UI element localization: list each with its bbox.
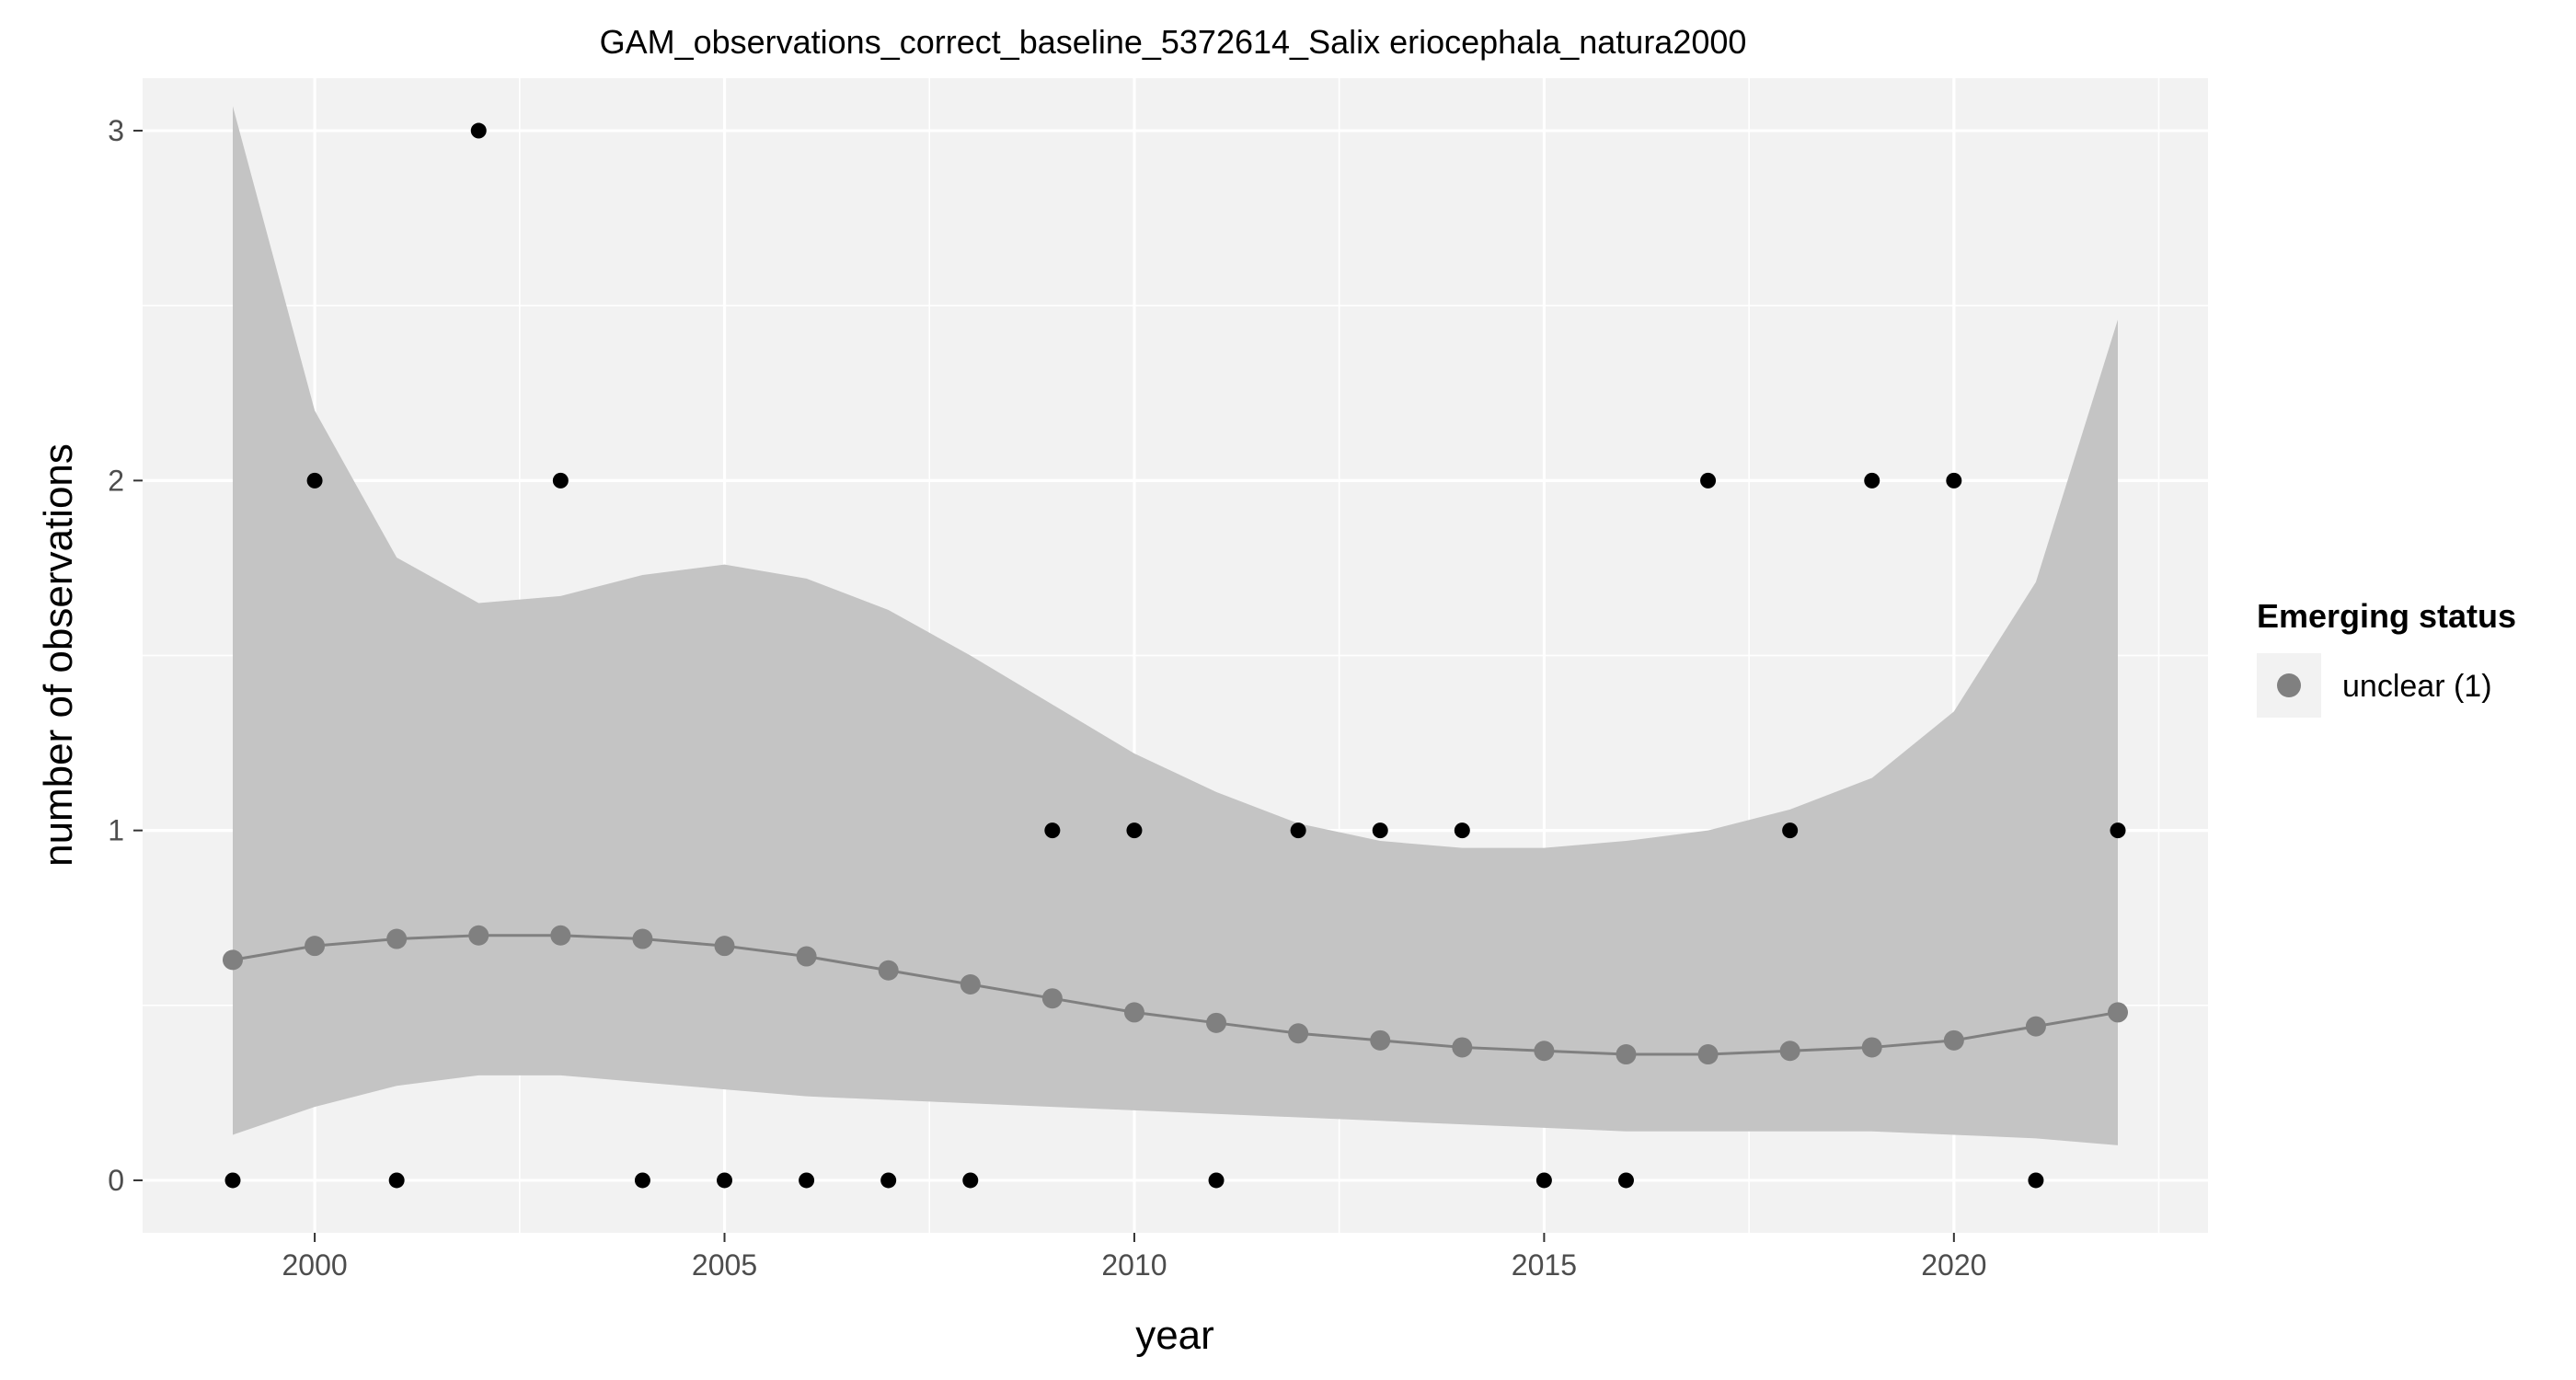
fit-point <box>2108 1002 2129 1023</box>
observation-point <box>1372 822 1388 839</box>
fit-point <box>1616 1044 1637 1065</box>
observation-point <box>1044 822 1061 839</box>
fit-point <box>1534 1041 1555 1062</box>
observation-point <box>1782 822 1799 839</box>
observation-point <box>1290 822 1306 839</box>
observation-point <box>717 1172 733 1189</box>
fit-point <box>1943 1029 1964 1051</box>
observation-point <box>880 1172 897 1189</box>
fit-point <box>222 949 243 971</box>
y-axis: 0 1 2 3 <box>108 114 143 1197</box>
fit-point <box>1697 1044 1719 1065</box>
observation-point <box>1126 822 1143 839</box>
fit-point <box>1370 1029 1391 1051</box>
observation-point <box>1454 822 1470 839</box>
observation-points-layer <box>224 122 2126 1189</box>
fit-point <box>1041 988 1063 1009</box>
observation-point <box>1208 1172 1225 1189</box>
fit-point <box>714 936 735 957</box>
fit-point <box>878 960 899 981</box>
y-tick-label: 1 <box>108 814 124 847</box>
observation-point <box>224 1172 241 1189</box>
fit-point <box>2025 1016 2046 1037</box>
fit-point <box>960 973 981 995</box>
observation-point <box>2028 1172 2044 1189</box>
x-tick-label: 2020 <box>1921 1248 1986 1282</box>
chart-title: GAM_observations_correct_baseline_537261… <box>600 23 1747 61</box>
y-tick-label: 0 <box>108 1164 124 1197</box>
observation-point <box>962 1172 979 1189</box>
fit-point <box>386 928 408 949</box>
confidence-ribbon <box>232 106 2119 1145</box>
fit-point <box>632 928 653 949</box>
observation-point <box>799 1172 815 1189</box>
x-tick-label: 2010 <box>1101 1248 1167 1282</box>
fit-line <box>232 934 2119 1056</box>
x-axis: 2000 2005 2010 2015 2020 <box>282 1233 1986 1282</box>
legend-title: Emerging status <box>2257 597 2516 635</box>
fit-point <box>1779 1041 1800 1062</box>
x-tick-label: 2015 <box>1512 1248 1577 1282</box>
fit-point <box>1861 1037 1882 1058</box>
fit-line-layer <box>222 925 2129 1065</box>
fit-point <box>1452 1037 1473 1058</box>
observation-point <box>634 1172 650 1189</box>
y-tick-label: 3 <box>108 114 124 147</box>
observation-point <box>552 472 569 489</box>
fit-point <box>550 925 571 946</box>
legend: Emerging status unclear (1) <box>2257 597 2516 718</box>
x-tick-label: 2005 <box>692 1248 757 1282</box>
observation-point <box>2110 822 2126 839</box>
observation-point <box>1617 1172 1634 1189</box>
legend-key-point <box>2277 673 2301 697</box>
y-axis-title: number of observations <box>36 443 81 867</box>
observation-point <box>470 122 487 139</box>
x-tick-label: 2000 <box>282 1248 347 1282</box>
fit-point <box>1288 1023 1309 1044</box>
observation-point <box>1535 1172 1552 1189</box>
fit-point <box>1123 1002 1144 1023</box>
confidence-ribbon-layer <box>232 106 2119 1145</box>
observation-point <box>1700 472 1717 489</box>
observation-point <box>1864 472 1880 489</box>
fit-point <box>468 925 489 946</box>
x-axis-title: year <box>1135 1313 1214 1358</box>
y-tick-label: 2 <box>108 464 124 497</box>
fit-point <box>305 936 326 957</box>
fit-point <box>796 946 817 967</box>
fit-point <box>1206 1012 1227 1033</box>
observation-point <box>1946 472 1962 489</box>
observation-point <box>388 1172 405 1189</box>
observation-point <box>306 472 323 489</box>
legend-label: unclear (1) <box>2342 669 2492 704</box>
